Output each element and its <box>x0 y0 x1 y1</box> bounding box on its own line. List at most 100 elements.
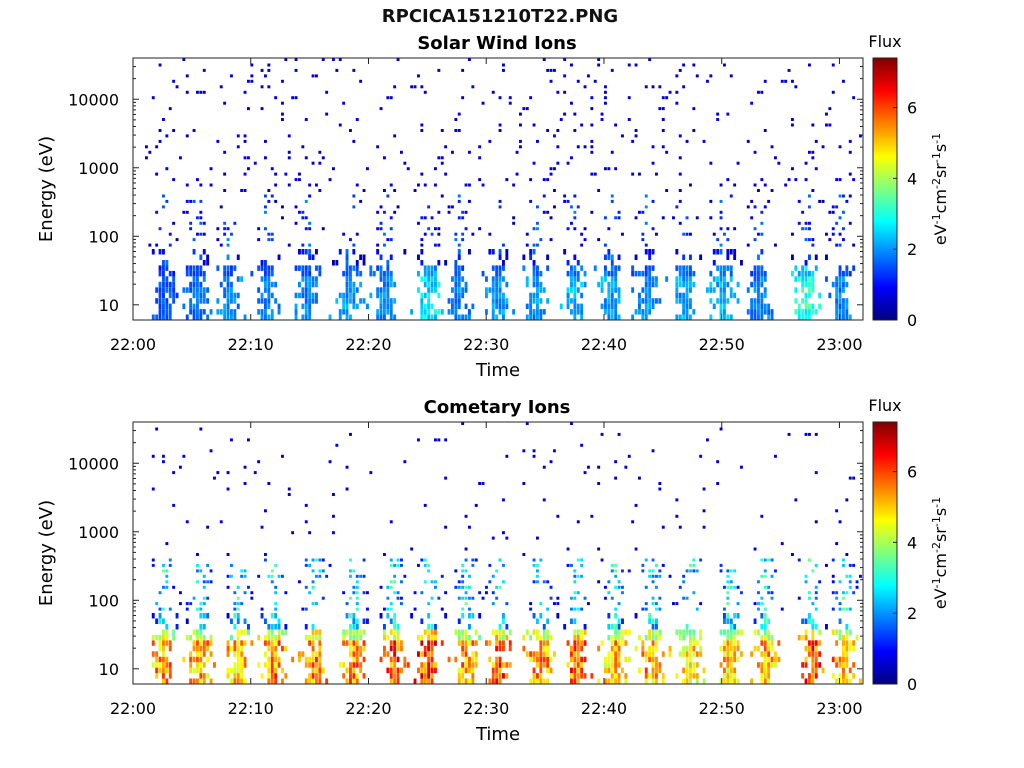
flux-cell <box>386 281 390 288</box>
flux-cell <box>590 210 594 214</box>
flux-cell <box>825 232 828 236</box>
flux-cell <box>797 558 801 562</box>
flux-cell <box>590 139 594 143</box>
flux-cell <box>264 156 267 160</box>
flux-cell <box>655 563 658 567</box>
flux-cell <box>383 189 386 192</box>
flux-cell <box>811 309 815 315</box>
flux-cell <box>216 265 220 271</box>
flux-cell <box>318 645 322 652</box>
flux-cell <box>196 645 199 652</box>
flux-cell <box>196 309 199 315</box>
flux-cell <box>403 662 407 668</box>
flux-cell <box>304 156 308 160</box>
flux-cell <box>376 210 380 214</box>
flux-cell <box>345 276 349 282</box>
flux-cell <box>573 673 577 679</box>
flux-cell <box>267 662 271 668</box>
flux-cell <box>760 613 764 619</box>
flux-cell <box>355 265 359 271</box>
flux-cell <box>213 476 216 480</box>
flux-cell <box>294 96 298 100</box>
flux-cell <box>814 563 818 567</box>
flux-cell <box>726 596 730 600</box>
flux-cell <box>247 156 250 160</box>
flux-cell <box>379 276 383 282</box>
flux-cell <box>546 640 550 646</box>
flux-cell <box>243 629 247 635</box>
flux-cell <box>332 514 335 518</box>
flux-cell <box>600 287 604 293</box>
flux-cell <box>267 634 271 641</box>
flux-cell <box>233 309 237 315</box>
flux-cell <box>546 298 550 304</box>
flux-cell <box>491 574 495 578</box>
flux-cell <box>162 667 165 674</box>
flux-cell <box>498 249 502 255</box>
flux-cell <box>583 673 587 679</box>
flux-cell <box>257 460 261 464</box>
flux-cell <box>699 629 703 635</box>
flux-cell <box>573 569 577 573</box>
flux-cell <box>617 254 621 260</box>
flux-cell <box>570 673 573 679</box>
flux-cell <box>536 303 539 310</box>
flux-cell <box>692 63 696 67</box>
flux-cell <box>379 314 383 320</box>
flux-cell <box>247 79 250 83</box>
flux-cell <box>206 254 210 260</box>
flux-cell <box>491 298 495 304</box>
flux-cell <box>522 645 526 652</box>
flux-cell <box>430 634 434 641</box>
flux-cell <box>196 216 199 220</box>
flux-cell <box>814 640 818 646</box>
flux-cell <box>454 287 458 293</box>
flux-cell <box>267 238 271 242</box>
flux-cell <box>757 602 760 606</box>
flux-cell <box>264 287 267 293</box>
flux-cell <box>355 645 359 652</box>
flux-cell <box>685 309 689 315</box>
flux-cell <box>151 96 155 100</box>
flux-cell <box>427 656 431 663</box>
flux-cell <box>570 618 573 624</box>
flux-cell <box>825 624 828 630</box>
flux-cell <box>355 260 359 266</box>
flux-cell <box>658 629 662 635</box>
flux-cell <box>814 139 818 143</box>
flux-cell <box>583 471 587 475</box>
flux-cell <box>689 563 692 567</box>
flux-cell <box>434 314 437 320</box>
flux-cell <box>675 249 679 255</box>
flux-cell <box>675 314 679 320</box>
flux-cell <box>437 227 441 231</box>
flux-cell <box>835 662 839 668</box>
flux-cell <box>556 596 560 600</box>
flux-cell <box>505 281 509 288</box>
flux-cell <box>838 662 842 668</box>
flux-cell <box>236 634 240 641</box>
flux-cell <box>270 232 274 236</box>
flux-cell <box>814 309 818 315</box>
flux-cell <box>838 145 842 149</box>
flux-cell <box>757 607 760 611</box>
flux-cell <box>311 580 315 584</box>
flux-cell <box>155 314 159 320</box>
flux-cell <box>600 276 604 282</box>
flux-cell <box>498 254 502 260</box>
flux-cell <box>553 134 556 138</box>
flux-cell <box>675 514 679 518</box>
flux-cell <box>614 585 618 589</box>
flux-cell <box>502 298 505 304</box>
flux-cell <box>430 651 434 657</box>
flux-cell <box>845 673 849 679</box>
flux-cell <box>848 574 852 578</box>
flux-cell <box>434 629 437 635</box>
flux-cell <box>328 460 332 464</box>
flux-cell <box>842 673 845 679</box>
flux-cell <box>386 585 390 589</box>
flux-cell <box>644 303 648 310</box>
flux-cell <box>481 596 485 600</box>
flux-cell <box>440 640 444 646</box>
flux-cell <box>202 260 206 266</box>
